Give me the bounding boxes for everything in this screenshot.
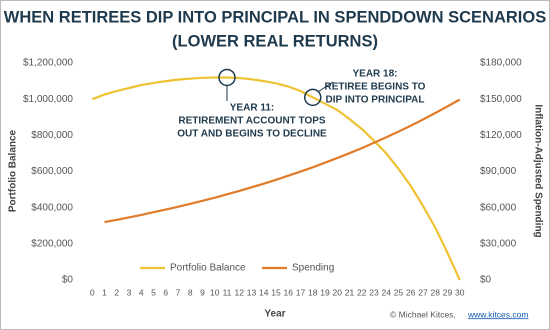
- annotation: RETIREE BEGINS TO: [325, 82, 426, 93]
- y2-tick-label: $120,000: [480, 130, 522, 141]
- y-tick-label: $1,200,000: [23, 58, 73, 69]
- credit: © Michael Kitces,: [390, 309, 456, 319]
- y2-tick-label: $90,000: [480, 166, 517, 177]
- x-tick-label: 10: [210, 287, 220, 297]
- y2-axis-title: Inflation-Adjusted Spending: [532, 104, 543, 237]
- y-tick-label: $800,000: [31, 130, 73, 141]
- x-tick-label: 17: [296, 287, 306, 297]
- x-tick-label: 8: [188, 287, 193, 297]
- x-tick-label: 14: [259, 287, 269, 297]
- x-tick-label: 12: [235, 287, 245, 297]
- chart-title: WHEN RETIREES DIP INTO PRINCIPAL IN SPEN…: [4, 8, 546, 26]
- series-line: [104, 98, 461, 224]
- chart-title: (LOWER REAL RETURNS): [172, 32, 378, 50]
- legend-label: Portfolio Balance: [170, 263, 246, 274]
- x-tick-label: 23: [369, 287, 379, 297]
- x-tick-label: 11: [223, 287, 232, 297]
- annotation: YEAR 11:: [230, 103, 274, 114]
- legend-label: Spending: [292, 263, 334, 274]
- x-tick-label: 28: [431, 287, 441, 297]
- x-tick-label: 2: [114, 287, 119, 297]
- y-tick-label: $0: [62, 275, 74, 286]
- y-axis-title: Portfolio Balance: [8, 129, 19, 212]
- x-tick-label: 27: [418, 287, 428, 297]
- annotation-leader: [318, 81, 334, 92]
- x-tick-label: 6: [163, 287, 168, 297]
- y2-tick-label: $150,000: [480, 94, 522, 105]
- x-tick-label: 16: [284, 287, 294, 297]
- x-tick-label: 30: [455, 287, 465, 297]
- y-tick-label: $400,000: [31, 202, 73, 213]
- y2-tick-label: $60,000: [480, 202, 517, 213]
- x-tick-label: 9: [200, 287, 205, 297]
- x-axis-title: Year: [264, 309, 285, 320]
- x-tick-label: 18: [308, 287, 318, 297]
- x-tick-label: 0: [90, 287, 95, 297]
- y2-tick-label: $180,000: [480, 58, 522, 69]
- x-tick-label: 21: [345, 287, 355, 297]
- x-tick-label: 3: [127, 287, 132, 297]
- y-tick-label: $200,000: [31, 238, 73, 249]
- x-tick-label: 7: [176, 287, 181, 297]
- annotation: YEAR 18:: [352, 69, 397, 80]
- x-tick-label: 4: [139, 287, 144, 297]
- x-tick-label: 5: [151, 287, 156, 297]
- x-tick-label: 26: [406, 287, 416, 297]
- x-tick-label: 24: [382, 287, 392, 297]
- x-tick-label: 1: [102, 287, 107, 297]
- annotation: DIP INTO PRINCIPAL: [326, 95, 425, 106]
- x-tick-label: 13: [247, 287, 257, 297]
- annotation-marker: [304, 88, 322, 107]
- x-tick-label: 20: [333, 287, 343, 297]
- x-tick-label: 22: [357, 287, 367, 297]
- annotation: OUT AND BEGINS TO DECLINE: [177, 129, 327, 140]
- x-tick-label: 19: [320, 287, 330, 297]
- y2-tick-label: $0: [480, 275, 492, 286]
- y-tick-label: $600,000: [31, 166, 73, 177]
- annotation: RETIREMENT ACCOUNT TOPS: [178, 116, 326, 127]
- series-line: [91, 76, 461, 281]
- y-tick-label: $1,000,000: [23, 94, 73, 105]
- credit-link[interactable]: www.kitces.com: [467, 309, 528, 319]
- x-tick-label: 15: [271, 287, 281, 297]
- x-tick-label: 25: [394, 287, 404, 297]
- x-tick-label: 29: [443, 287, 453, 297]
- y2-tick-label: $30,000: [480, 238, 517, 249]
